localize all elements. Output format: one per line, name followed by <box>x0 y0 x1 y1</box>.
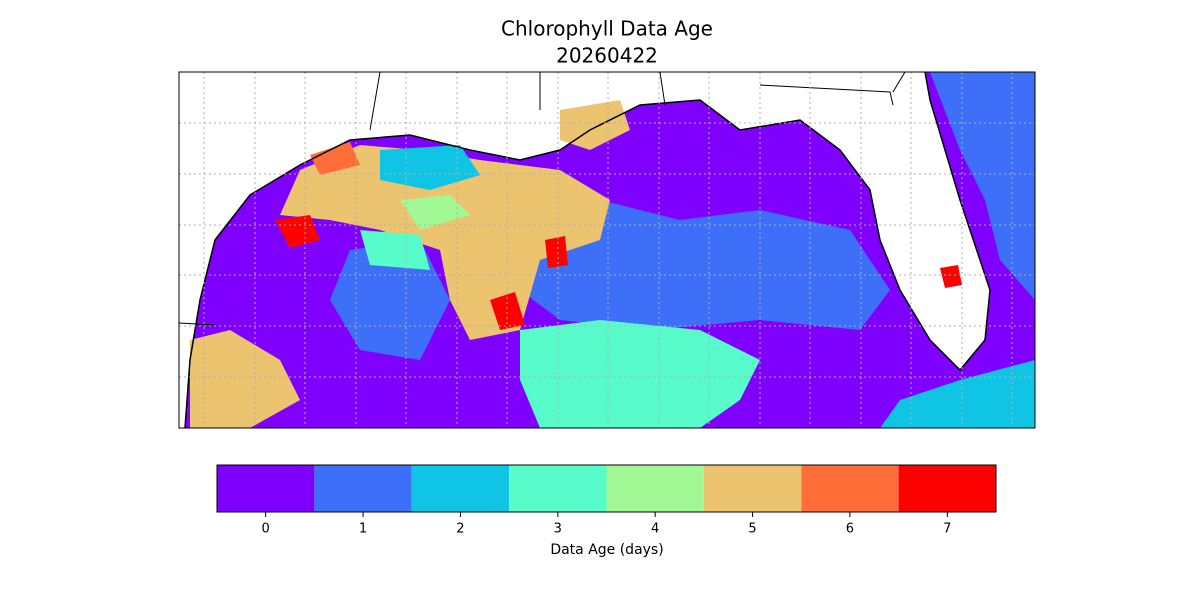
patch-red-3 <box>545 236 568 268</box>
patch-coral <box>310 142 360 175</box>
colorbar-segment <box>606 465 704 512</box>
patch-red <box>275 215 320 248</box>
colorbar-frame <box>216 464 997 513</box>
colorbar-segment <box>314 465 412 512</box>
colorbar-tick-label: 7 <box>943 522 951 537</box>
colorbar-segment <box>411 465 510 512</box>
borders <box>179 72 906 326</box>
coastline <box>184 72 991 428</box>
colorbar-tick-label: 6 <box>846 522 854 537</box>
patch-teal-2 <box>360 230 430 270</box>
map <box>179 72 1035 428</box>
patch-red-2 <box>490 292 525 330</box>
patch-green <box>400 195 470 230</box>
patch-cyan <box>380 145 480 190</box>
patch-blue-center <box>520 200 890 330</box>
colorbar-label: Data Age (days) <box>550 542 663 558</box>
patch-orange-sw <box>190 330 300 428</box>
graticule <box>179 72 1035 428</box>
map-frame <box>178 71 1036 429</box>
colorbar-segment <box>217 465 315 512</box>
patch-teal <box>520 320 760 428</box>
colorbar-tick-label: 2 <box>456 522 464 537</box>
colorbar-segment <box>898 465 996 512</box>
patch-blue <box>930 72 1035 300</box>
patch-cyan-se <box>880 360 1035 428</box>
patch-blue-left <box>330 240 450 360</box>
colorbar-tick-label: 1 <box>359 522 367 537</box>
colorbar: 0 1 2 3 4 5 6 7 <box>217 465 996 537</box>
colorbar-tick-label: 3 <box>554 522 562 537</box>
title: Chlorophyll Data Age <box>501 17 713 41</box>
patch-red-4 <box>940 265 962 288</box>
colorbar-tick-label: 5 <box>748 522 756 537</box>
colorbar-segment <box>509 465 607 512</box>
colorbar-tick-label: 0 <box>262 522 270 537</box>
patch-orange <box>280 145 610 340</box>
colorbar-tick-label: 4 <box>651 522 659 537</box>
colorbar-segment <box>801 465 899 512</box>
colorbar-segment <box>703 465 802 512</box>
date: 20260422 <box>556 44 658 68</box>
